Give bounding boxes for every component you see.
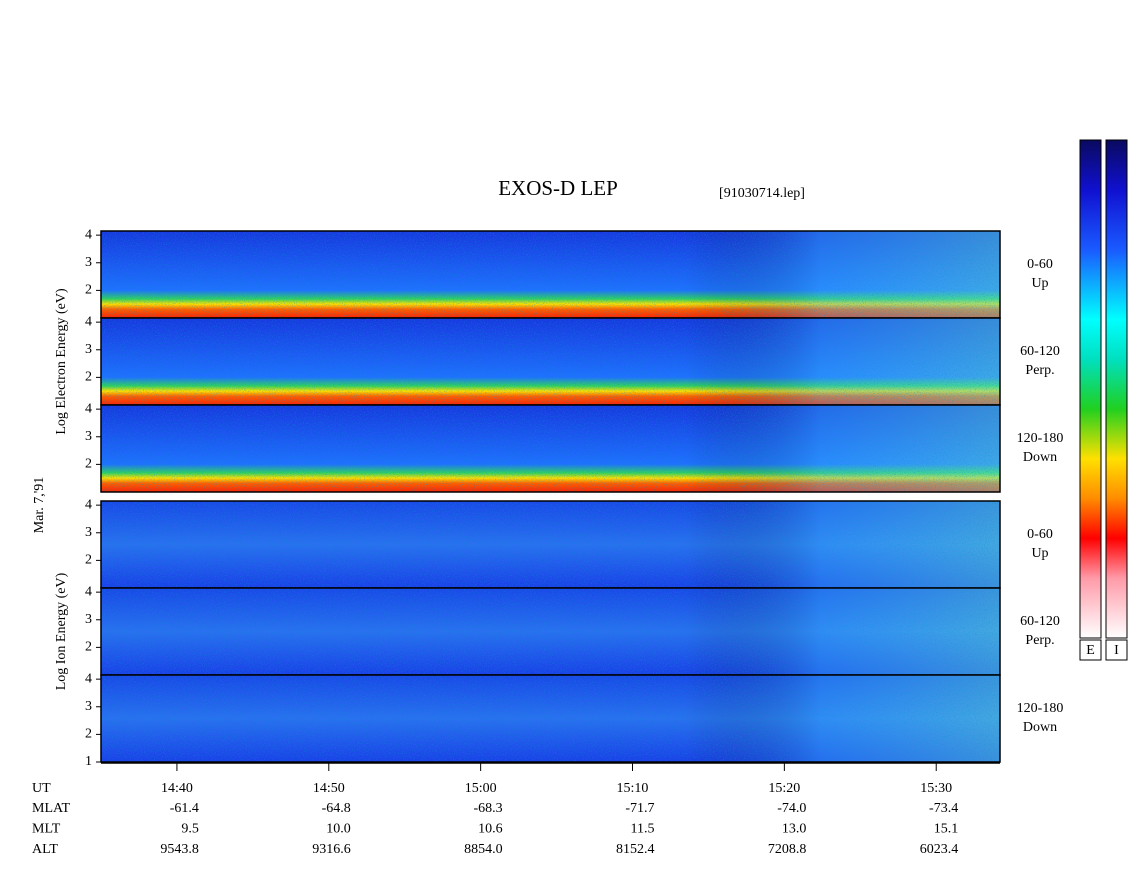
y-tick-label: 4 <box>85 227 92 242</box>
x-tick-label: 15:30 <box>920 781 952 796</box>
x-axis-label: UT <box>32 781 51 796</box>
y-tick-label: 3 <box>85 342 92 357</box>
y-tick-label: 2 <box>85 283 92 298</box>
y-tick-label: 4 <box>85 314 92 329</box>
date-label: Mar. 7,'91 <box>32 477 47 534</box>
y-tick-label: 2 <box>85 370 92 385</box>
ephemeris-value: 10.6 <box>478 822 503 837</box>
x-tick-label: 14:40 <box>161 781 193 796</box>
y-tick-label: 4 <box>85 497 92 512</box>
y-axis-label: Log Ion Energy (eV) <box>54 572 69 690</box>
y-tick-label: 2 <box>85 553 92 568</box>
panel-frame <box>100 674 1001 763</box>
colorbar-label: E <box>1086 643 1095 658</box>
ephemeris-value: 11.5 <box>631 822 655 837</box>
ephemeris-name: MLAT <box>32 801 71 816</box>
y-tick-label: 2 <box>85 457 92 472</box>
x-tick-label: 15:10 <box>617 781 649 796</box>
panel-label: 0-60 <box>1027 527 1053 542</box>
panel-label: Down <box>1023 720 1057 735</box>
ephemeris-value: 15.1 <box>934 822 959 837</box>
panel-label: Up <box>1031 276 1048 291</box>
ephemeris-value: 10.0 <box>326 822 351 837</box>
panel-label: Up <box>1031 546 1048 561</box>
ephemeris-value: 9543.8 <box>160 842 199 857</box>
panel-label: 60-120 <box>1020 344 1060 359</box>
y-tick-label: 4 <box>85 401 92 416</box>
spectrogram-noise <box>101 675 1000 762</box>
panel-label: 120-180 <box>1017 701 1064 716</box>
ephemeris-value: -74.0 <box>777 801 806 816</box>
panel-label: 120-180 <box>1017 431 1064 446</box>
y-tick-label: 4 <box>85 584 92 599</box>
ephemeris-value: -61.4 <box>170 801 199 816</box>
y-tick-label: 1 <box>85 754 92 769</box>
panel-label: Down <box>1023 450 1057 465</box>
ephemeris-value: 9.5 <box>181 822 199 837</box>
panel-label: 60-120 <box>1020 614 1060 629</box>
ephemeris-value: 9316.6 <box>312 842 351 857</box>
panel-frame <box>100 404 1001 493</box>
spectrogram-noise <box>101 318 1000 405</box>
ephemeris-name: ALT <box>32 842 58 857</box>
panel-label: Perp. <box>1025 633 1054 648</box>
ephemeris-value: 6023.4 <box>920 842 959 857</box>
color-bars <box>1079 139 1128 661</box>
ephemeris-value: -64.8 <box>322 801 351 816</box>
panel-label: 0-60 <box>1027 257 1053 272</box>
y-tick-label: 3 <box>85 429 92 444</box>
ephemeris-value: 8854.0 <box>464 842 503 857</box>
x-tick-label: 15:00 <box>465 781 497 796</box>
x-tick-label: 15:20 <box>768 781 800 796</box>
spectrogram-noise <box>101 501 1000 588</box>
y-tick-label: 3 <box>85 699 92 714</box>
y-tick-label: 2 <box>85 727 92 742</box>
y-tick-label: 3 <box>85 255 92 270</box>
colorbar-label: I <box>1114 643 1119 658</box>
y-tick-label: 3 <box>85 525 92 540</box>
spectrogram-noise <box>101 588 1000 675</box>
y-axis-label: Log Electron Energy (eV) <box>54 288 69 435</box>
panel-label: Perp. <box>1025 363 1054 378</box>
ephemeris-value: -73.4 <box>929 801 958 816</box>
ephemeris-name: MLT <box>32 822 61 837</box>
spectrogram-noise <box>101 405 1000 492</box>
ephemeris-value: 7208.8 <box>768 842 807 857</box>
y-tick-label: 3 <box>85 612 92 627</box>
y-tick-label: 4 <box>85 671 92 686</box>
chart-title: EXOS-D LEP <box>498 176 618 200</box>
ephemeris-value: -71.7 <box>625 801 654 816</box>
spectrogram-noise <box>101 231 1000 318</box>
ephemeris-value: 13.0 <box>782 822 807 837</box>
ephemeris-value: -68.3 <box>473 801 502 816</box>
chart-subtitle: [91030714.lep] <box>719 186 805 201</box>
ephemeris-value: 8152.4 <box>616 842 655 857</box>
x-tick-label: 14:50 <box>313 781 345 796</box>
y-tick-label: 2 <box>85 640 92 655</box>
